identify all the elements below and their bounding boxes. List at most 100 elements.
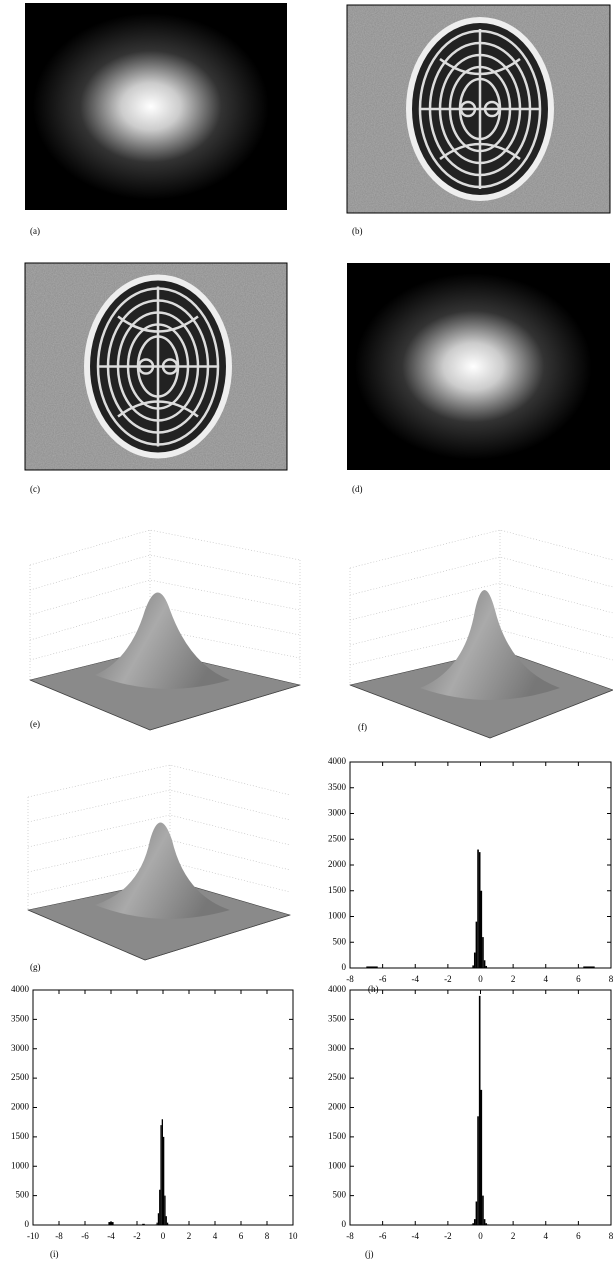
panel-label: (a)	[30, 226, 40, 236]
y-tick-label: 2500	[11, 1072, 30, 1082]
y-tick-label: 2500	[328, 833, 347, 843]
image-c	[25, 263, 287, 470]
panel-label: (e)	[30, 719, 40, 729]
x-tick-label: -6	[379, 974, 387, 984]
y-tick-label: 2500	[328, 1072, 347, 1082]
image-b	[347, 5, 610, 213]
x-tick-label: 0	[161, 1231, 166, 1241]
x-tick-label: -8	[346, 1231, 354, 1241]
panel-label: (j)	[365, 1249, 374, 1259]
bar	[487, 1224, 489, 1225]
bar	[166, 1216, 167, 1225]
bar	[158, 1213, 159, 1225]
panel-label: (b)	[352, 226, 363, 236]
bar	[484, 960, 486, 968]
y-tick-label: 0	[342, 1219, 347, 1229]
y-tick-label: 2000	[328, 1102, 347, 1112]
y-tick-label: 4000	[328, 756, 347, 766]
panel-label: (c)	[30, 484, 40, 494]
x-tick-label: -2	[444, 1231, 452, 1241]
y-tick-label: 2000	[328, 859, 347, 869]
bar	[477, 1116, 479, 1225]
panel-label: (h)	[368, 984, 379, 994]
bar	[471, 967, 473, 968]
x-tick-label: -6	[81, 1231, 89, 1241]
x-tick-label: -6	[379, 1231, 387, 1241]
x-tick-label: 4	[544, 1231, 549, 1241]
bar	[482, 937, 484, 968]
bar	[366, 966, 377, 968]
surface-e	[30, 530, 300, 730]
bar	[479, 996, 481, 1225]
x-tick-label: 8	[265, 1231, 270, 1241]
y-tick-label: 4000	[328, 984, 347, 994]
x-tick-label: -8	[55, 1231, 63, 1241]
x-tick-label: 0	[478, 974, 483, 984]
bar	[485, 1223, 487, 1225]
y-tick-label: 3500	[328, 1013, 347, 1023]
surface-f	[350, 530, 613, 738]
bar	[484, 1219, 486, 1225]
x-tick-label: 2	[511, 1231, 516, 1241]
y-tick-label: 3000	[328, 1043, 347, 1053]
x-tick-label: 8	[609, 1231, 613, 1241]
x-tick-label: 8	[609, 974, 613, 984]
y-tick-label: 1000	[11, 1160, 30, 1170]
x-tick-label: 0	[478, 1231, 483, 1241]
x-tick-label: -4	[412, 1231, 420, 1241]
y-tick-label: 1500	[328, 885, 347, 895]
bar	[479, 852, 481, 968]
y-tick-label: 2000	[11, 1102, 30, 1112]
bar	[167, 1223, 168, 1225]
y-tick-label: 500	[333, 936, 347, 946]
bar	[485, 966, 487, 968]
bar	[481, 1090, 483, 1225]
bar	[108, 1222, 113, 1225]
bar	[142, 1224, 145, 1225]
x-tick-label: 6	[576, 1231, 581, 1241]
x-tick-label: -4	[107, 1231, 115, 1241]
bar	[471, 1224, 473, 1225]
y-tick-label: 1000	[328, 911, 347, 921]
y-tick-label: 1500	[328, 1131, 347, 1141]
panel-label: (g)	[30, 962, 41, 972]
y-tick-label: 4000	[11, 984, 30, 994]
bar	[474, 953, 476, 968]
bar	[157, 1223, 158, 1225]
bar	[476, 1202, 478, 1226]
x-tick-label: -4	[412, 974, 420, 984]
x-tick-label: 6	[239, 1231, 244, 1241]
bar	[168, 1224, 169, 1225]
y-tick-label: 3500	[328, 782, 347, 792]
y-tick-label: 3000	[11, 1043, 30, 1053]
bar	[476, 922, 478, 968]
x-tick-label: 4	[544, 974, 549, 984]
bar	[162, 1119, 163, 1225]
panel-label: (d)	[352, 484, 363, 494]
y-tick-label: 3500	[11, 1013, 30, 1023]
x-tick-label: -2	[133, 1231, 141, 1241]
bar	[474, 1219, 476, 1225]
x-tick-label: 6	[576, 974, 581, 984]
bar	[155, 1224, 156, 1225]
bar	[477, 850, 479, 968]
panel-label: (i)	[50, 1249, 59, 1259]
figure: (a) (b) (c) (d) (e) (f) (g) 0 500 1000	[0, 0, 613, 1263]
y-tick-label: 0	[342, 962, 347, 972]
panel-label: (f)	[358, 722, 367, 732]
bar	[160, 1125, 161, 1225]
x-tick-label: 2	[511, 974, 516, 984]
y-tick-label: 500	[333, 1190, 347, 1200]
bar	[482, 1196, 484, 1225]
bar	[583, 966, 594, 968]
bar	[163, 1137, 164, 1225]
x-tick-label: -8	[346, 974, 354, 984]
bar	[159, 1190, 160, 1225]
bar	[472, 1223, 474, 1225]
y-tick-label: 1000	[328, 1160, 347, 1170]
y-tick-label: 0	[25, 1219, 30, 1229]
bar	[164, 1196, 165, 1225]
image-a	[25, 3, 287, 210]
x-tick-label: -2	[444, 974, 452, 984]
y-tick-label: 3000	[328, 808, 347, 818]
